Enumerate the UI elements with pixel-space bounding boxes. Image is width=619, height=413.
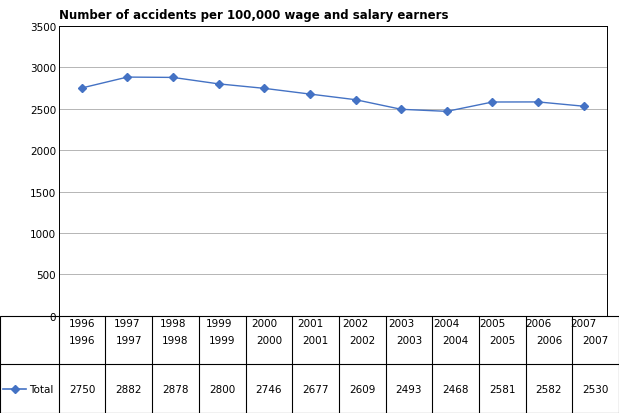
Text: 2007: 2007	[582, 335, 608, 345]
Text: 1999: 1999	[209, 335, 235, 345]
Text: 2581: 2581	[489, 384, 516, 394]
Text: 2001: 2001	[303, 335, 329, 345]
Text: 2750: 2750	[69, 384, 95, 394]
Text: 2004: 2004	[443, 335, 469, 345]
Text: 1996: 1996	[69, 335, 95, 345]
Text: 2493: 2493	[396, 384, 422, 394]
Text: 2878: 2878	[162, 384, 189, 394]
Text: 1997: 1997	[116, 335, 142, 345]
Text: 2882: 2882	[116, 384, 142, 394]
Text: 2000: 2000	[256, 335, 282, 345]
Text: 2468: 2468	[443, 384, 469, 394]
Text: 2677: 2677	[302, 384, 329, 394]
Text: 2746: 2746	[256, 384, 282, 394]
Text: 2002: 2002	[349, 335, 375, 345]
Text: 2800: 2800	[209, 384, 235, 394]
Text: 2006: 2006	[536, 335, 562, 345]
Text: 2609: 2609	[349, 384, 376, 394]
Text: 2582: 2582	[535, 384, 562, 394]
Text: 2530: 2530	[582, 384, 609, 394]
Text: 2005: 2005	[489, 335, 516, 345]
Text: 2003: 2003	[396, 335, 422, 345]
Text: 1998: 1998	[162, 335, 189, 345]
Text: Number of accidents per 100,000 wage and salary earners: Number of accidents per 100,000 wage and…	[59, 9, 448, 21]
Text: Total: Total	[29, 384, 53, 394]
